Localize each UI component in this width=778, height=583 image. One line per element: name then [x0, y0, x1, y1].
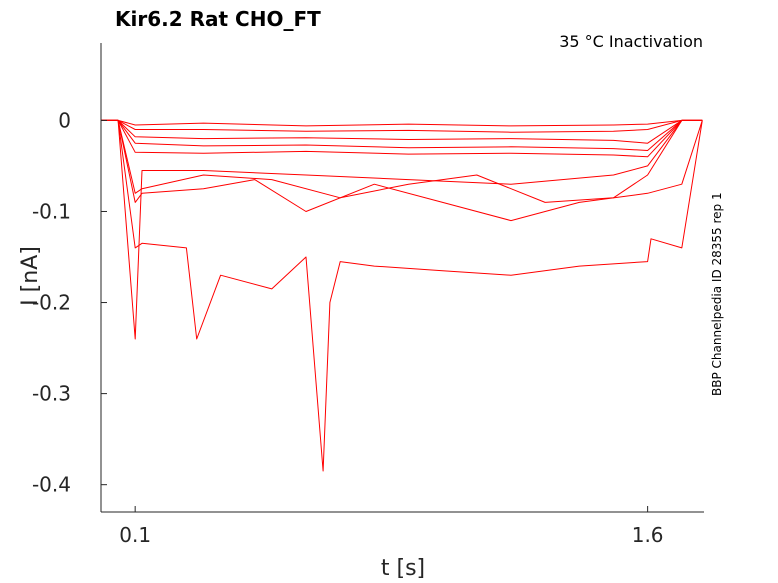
trace-line-1 — [101, 119, 703, 127]
trace-line-8 — [101, 119, 703, 222]
trace-line-2 — [101, 119, 703, 133]
trace-line-5 — [101, 119, 703, 158]
trace-line-7 — [101, 119, 703, 203]
trace-line-4 — [101, 119, 703, 151]
chart-title: Kir6.2 Rat CHO_FT — [115, 7, 321, 31]
trace-line-3 — [101, 119, 703, 144]
y-tick-label: 0 — [58, 108, 71, 132]
x-tick-label: 1.6 — [632, 523, 664, 547]
y-tick-label: -0.4 — [32, 473, 71, 497]
y-axis-label: I [nA] — [18, 246, 43, 306]
trace-group — [101, 119, 703, 472]
y-ticks: 0 -0.1 -0.2 -0.3 -0.4 — [32, 108, 107, 497]
trace-line-6 — [101, 119, 703, 340]
x-ticks: 0.1 1.6 — [119, 506, 664, 547]
y-tick-label: -0.2 — [32, 291, 71, 315]
channelpedia-id-note: BBP Channelpedia ID 28355 rep 1 — [710, 192, 724, 396]
trace-line-9 — [101, 119, 703, 472]
chart-subtitle: 35 °C Inactivation — [559, 32, 703, 51]
x-tick-label: 0.1 — [119, 523, 151, 547]
y-tick-label: -0.1 — [32, 199, 71, 223]
y-tick-label: -0.3 — [32, 382, 71, 406]
x-axis-label: t [s] — [381, 556, 425, 581]
